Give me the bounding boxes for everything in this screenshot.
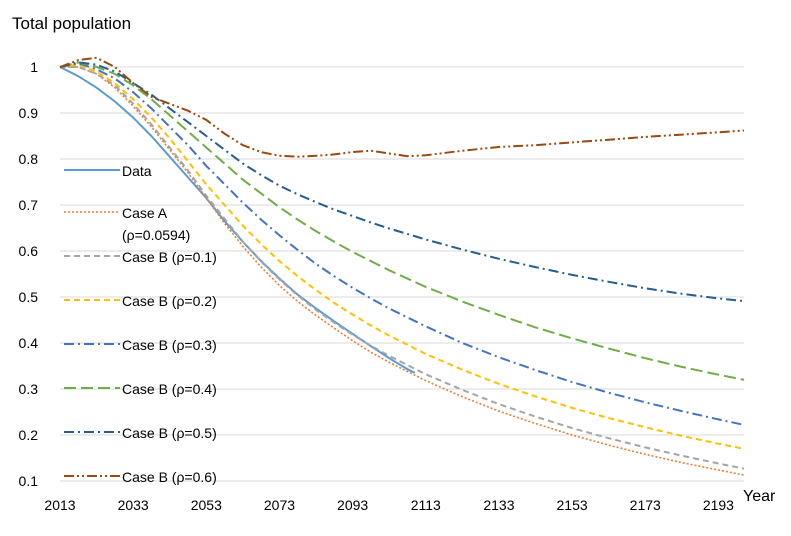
gridlines [60, 66, 744, 482]
axis-ticks: 0.1 0.2 0.3 0.4 0.5 0.6 0.7 0.8 0.9 1 2013 2033 2053… [19, 59, 735, 513]
x-tick-label: 2093 [337, 497, 368, 513]
y-tick-label: 0.6 [19, 243, 39, 259]
series-line-1 [60, 66, 745, 476]
x-tick-label: 2153 [557, 497, 588, 513]
y-axis-title: Total population [12, 14, 132, 33]
legend-label: Case B (ρ=0.5) [122, 425, 217, 441]
y-tick-label: 0.5 [19, 289, 39, 305]
y-tick-label: 0.7 [19, 197, 39, 213]
legend-label: Case B (ρ=0.6) [122, 469, 217, 485]
legend-label: Case B (ρ=0.1) [122, 249, 217, 265]
legend-label: Data [122, 163, 152, 179]
x-axis-title: Year [743, 488, 776, 505]
series-line-4 [59, 62, 745, 426]
y-tick-label: 0.9 [19, 105, 39, 121]
legend-swatch [64, 343, 120, 345]
legend-label: Case B (ρ=0.4) [122, 381, 217, 397]
series-line-7 [59, 56, 745, 158]
legend-swatch [64, 387, 120, 389]
x-tick-label: 2033 [118, 497, 149, 513]
x-tick-label: 2193 [703, 497, 734, 513]
y-tick-label: 0.1 [19, 473, 39, 489]
legend-swatch [64, 169, 120, 171]
x-tick-label: 2073 [264, 497, 295, 513]
legend-swatch [64, 431, 120, 433]
legend-swatch [64, 475, 120, 477]
legend-swatch [64, 299, 120, 301]
x-tick-label: 2053 [191, 497, 222, 513]
series-lines [59, 56, 745, 476]
series-line-2 [60, 66, 745, 470]
y-tick-label: 0.4 [19, 335, 39, 351]
x-tick-label: 2173 [630, 497, 661, 513]
x-tick-label: 2013 [44, 497, 75, 513]
series-line-3 [59, 63, 745, 450]
legend-label: Case B (ρ=0.2) [122, 293, 217, 309]
y-tick-label: 1 [30, 59, 38, 75]
x-tick-label: 2113 [411, 497, 441, 513]
x-tick-label: 2133 [483, 497, 514, 513]
legend-swatch [64, 255, 120, 257]
y-tick-label: 0.8 [19, 151, 39, 167]
y-tick-label: 0.3 [19, 381, 39, 397]
legend-label: Case B (ρ=0.3) [122, 337, 217, 353]
legend-swatch [64, 211, 120, 213]
y-tick-label: 0.2 [19, 427, 39, 443]
series-line-5 [59, 61, 745, 381]
legend-label: Case A (ρ=0.0594) [122, 205, 191, 243]
